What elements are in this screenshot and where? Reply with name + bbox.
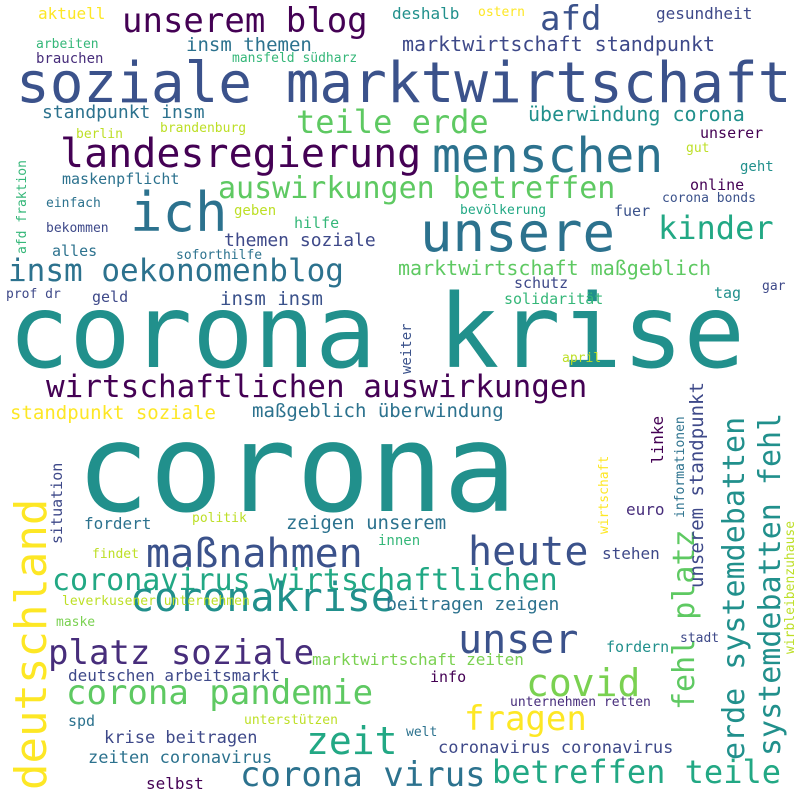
word-gar: gar <box>762 279 786 294</box>
word-fordert: fordert <box>84 514 152 533</box>
word-standpunkt-insm: standpunkt insm <box>42 102 205 123</box>
word-prof-dr: prof dr <box>6 287 61 302</box>
word-maskenpflicht: maskenpflicht <box>62 170 180 188</box>
word-covid: covid <box>526 661 641 705</box>
word-unternehmen-retten: unternehmen retten <box>510 695 651 710</box>
word-corona-pandemie: corona pandemie <box>66 673 374 713</box>
word-kinder: kinder <box>658 209 774 247</box>
word-bevoelkerung: bevölkerung <box>460 203 547 218</box>
word-hilfe: hilfe <box>294 214 340 232</box>
word-einfach: einfach <box>46 196 101 211</box>
word-bekommen: bekommen <box>46 221 109 236</box>
word-berlin: berlin <box>76 127 123 142</box>
word-massnahmen: maßnahmen <box>146 531 363 577</box>
word-gesundheit: gesundheit <box>656 4 753 23</box>
word-landesregierung: landesregierung <box>60 131 422 177</box>
word-stehen: stehen <box>602 544 660 563</box>
word-marktwirtschaft-zeiten: marktwirtschaft zeiten <box>312 650 524 669</box>
word-beitragen-zeigen: beitragen zeigen <box>386 594 560 615</box>
word-standpunkt-soziale: standpunkt soziale <box>10 402 216 424</box>
word-insm-insm: insm insm <box>220 288 323 310</box>
word-gut: gut <box>686 141 710 156</box>
word-geld: geld <box>92 288 129 306</box>
word-selbst: selbst <box>146 774 204 793</box>
word-heute: heute <box>468 529 589 575</box>
word-unsere: unsere <box>420 201 616 264</box>
word-info: info <box>430 668 467 686</box>
word-unterstuetzen: unterstützen <box>244 713 338 728</box>
word-zeit: zeit <box>306 719 398 763</box>
word-systemdebatten-fehl: systemdebatten fehl <box>753 412 788 756</box>
word-afd: afd <box>540 0 602 39</box>
word-euro: euro <box>626 500 665 519</box>
word-deutschen-arbeitsmarkt: deutschen arbeitsmarkt <box>68 666 280 685</box>
word-marktwirtschaft-massgeblich: marktwirtschaft maßgeblich <box>398 256 712 280</box>
word-platz-soziale: platz soziale <box>48 633 315 673</box>
word-arbeiten: arbeiten <box>36 37 99 52</box>
word-stadt: stadt <box>680 631 720 646</box>
word-wirbleibenzuhause: wirbleibenzuhause <box>783 520 798 654</box>
word-aktuell: aktuell <box>38 4 106 23</box>
word-wirtschaft: wirtschaft <box>597 455 612 534</box>
word-deshalb: deshalb <box>392 4 460 23</box>
word-welt: welt <box>406 725 438 740</box>
word-fragen: fragen <box>464 699 587 739</box>
word-brandenburg: brandenburg <box>160 121 247 136</box>
word-zeigen-unserem: zeigen unserem <box>286 512 447 534</box>
word-spd: spd <box>68 712 96 730</box>
word-unser: unser <box>458 617 579 663</box>
word-corona-krise: corona krise <box>8 273 745 392</box>
word-menschen: menschen <box>432 128 664 184</box>
word-krise-beitragen: krise beitragen <box>104 728 258 748</box>
word-erde-systemdebatten: erde systemdebatten <box>717 416 752 760</box>
word-insm-themen: insm themen <box>186 34 312 56</box>
word-brauchen: brauchen <box>36 51 104 67</box>
word-tag: tag <box>714 284 742 302</box>
word-marktwirtschaft-standpunkt: marktwirtschaft standpunkt <box>402 32 716 56</box>
word-teile-erde: teile erde <box>296 103 489 141</box>
word-corona-bonds: corona bonds <box>662 191 756 206</box>
word-coronavirus-coronavirus: coronavirus coronavirus <box>438 738 674 758</box>
word-findet: findet <box>92 547 139 562</box>
word-soziale-marktwirtschaft: soziale marktwirtschaft <box>16 51 792 116</box>
word-leverkusener-unternehmen: leverkusener unternehmen <box>62 594 250 609</box>
word-situation: situation <box>48 462 66 544</box>
word-linke: linke <box>648 415 667 464</box>
word-ich: ich <box>130 181 228 244</box>
word-wirtschaftlichen-auswirkungen: wirtschaftlichen auswirkungen <box>46 369 588 405</box>
word-weiter: weiter <box>399 323 415 374</box>
word-corona: corona <box>76 398 517 540</box>
word-unserem-blog: unserem blog <box>122 1 368 41</box>
word-solidaritaet: solidarität <box>504 290 604 308</box>
word-alles: alles <box>52 242 98 260</box>
word-unserer: unserer <box>700 124 764 142</box>
word-soforthilfe: soforthilfe <box>176 248 263 263</box>
word-mansfeld-suedharz: mansfeld südharz <box>232 51 358 66</box>
word-fuer: fuer <box>614 202 651 220</box>
word-coronavirus-wirtschaftlichen: coronavirus wirtschaftlichen <box>52 563 558 598</box>
word-themen-soziale: themen soziale <box>224 230 376 251</box>
word-coronakrise: coronakrise <box>130 575 395 621</box>
word-geben: geben <box>234 203 277 219</box>
word-april: april <box>562 351 602 366</box>
word-innen: innen <box>378 533 421 549</box>
word-fordern: fordern <box>606 638 670 656</box>
word-ostern: ostern <box>478 5 525 20</box>
word-massgeblich-ueberwindung: maßgeblich überwindung <box>252 400 504 422</box>
word-auswirkungen-betreffen: auswirkungen betreffen <box>218 171 616 206</box>
word-schutz: schutz <box>514 274 569 292</box>
word-politik: politik <box>192 511 247 526</box>
word-corona-virus: corona virus <box>240 755 486 795</box>
word-afd-fraktion: afd fraktion <box>15 160 30 254</box>
word-geht: geht <box>740 159 774 175</box>
word-zeiten-coronavirus: zeiten coronavirus <box>88 748 273 768</box>
word-online: online <box>690 176 745 194</box>
word-maske: maske <box>56 615 96 630</box>
word-unserem-standpunkt: unserem standpunkt <box>686 382 708 588</box>
word-ueberwindung-corona: überwindung corona <box>528 102 745 126</box>
word-insm-oekonomenblog: insm oekonomenblog <box>8 253 344 289</box>
word-betreffen-teile: betreffen teile <box>492 753 781 791</box>
